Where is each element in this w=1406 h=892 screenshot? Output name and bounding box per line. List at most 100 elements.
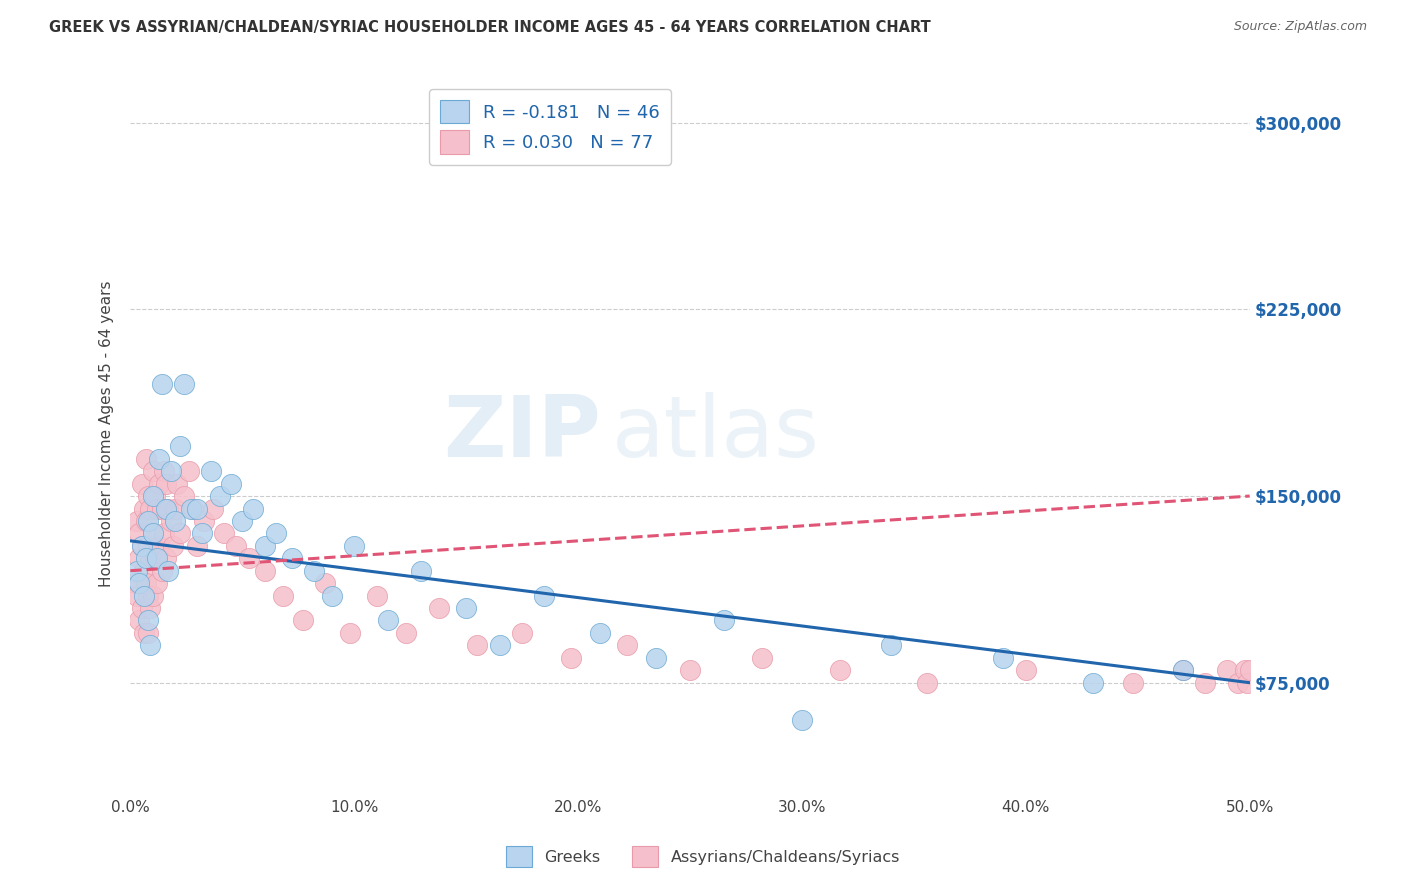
Point <box>231 514 253 528</box>
Point <box>143 489 166 503</box>
Point <box>366 589 388 603</box>
Point <box>131 539 153 553</box>
Point <box>128 551 150 566</box>
Point <box>136 626 159 640</box>
Point <box>128 576 150 591</box>
Point <box>713 614 735 628</box>
Point <box>132 626 155 640</box>
Y-axis label: Householder Income Ages 45 - 64 years: Householder Income Ages 45 - 64 years <box>100 281 114 587</box>
Point <box>146 501 169 516</box>
Point <box>135 551 157 566</box>
Point <box>142 526 165 541</box>
Legend: Greeks, Assyrians/Chaldeans/Syriacs: Greeks, Assyrians/Chaldeans/Syriacs <box>499 840 907 873</box>
Point <box>465 639 488 653</box>
Point <box>645 650 668 665</box>
Point <box>181 501 204 516</box>
Point <box>314 576 336 591</box>
Point <box>166 476 188 491</box>
Point <box>169 526 191 541</box>
Point <box>917 675 939 690</box>
Point <box>177 464 200 478</box>
Point <box>139 551 162 566</box>
Point <box>124 576 146 591</box>
Point <box>159 464 181 478</box>
Point <box>1122 675 1144 690</box>
Point <box>173 489 195 503</box>
Point <box>377 614 399 628</box>
Point <box>751 650 773 665</box>
Point <box>139 501 162 516</box>
Point <box>1239 663 1261 677</box>
Point <box>142 464 165 478</box>
Point <box>146 576 169 591</box>
Point <box>159 514 181 528</box>
Point <box>143 551 166 566</box>
Point <box>302 564 325 578</box>
Point <box>1236 675 1258 690</box>
Point <box>131 601 153 615</box>
Point <box>150 564 173 578</box>
Point <box>146 551 169 566</box>
Point <box>560 650 582 665</box>
Point <box>191 526 214 541</box>
Point <box>880 639 903 653</box>
Point <box>828 663 851 677</box>
Point <box>132 589 155 603</box>
Point <box>993 650 1015 665</box>
Point <box>135 514 157 528</box>
Point <box>790 713 813 727</box>
Point <box>242 501 264 516</box>
Point <box>488 639 510 653</box>
Text: Source: ZipAtlas.com: Source: ZipAtlas.com <box>1233 20 1367 33</box>
Point <box>139 601 162 615</box>
Point <box>136 614 159 628</box>
Point <box>280 551 302 566</box>
Point <box>679 663 702 677</box>
Point <box>343 539 366 553</box>
Point <box>136 539 159 553</box>
Point <box>202 501 225 516</box>
Point <box>150 501 173 516</box>
Point <box>510 626 533 640</box>
Point <box>589 626 612 640</box>
Point <box>148 476 170 491</box>
Point <box>125 589 148 603</box>
Point <box>142 526 165 541</box>
Point <box>291 614 314 628</box>
Point <box>139 639 162 653</box>
Point <box>131 476 153 491</box>
Point <box>395 626 418 640</box>
Point <box>214 526 236 541</box>
Point <box>1227 675 1250 690</box>
Point <box>253 539 276 553</box>
Point <box>533 589 555 603</box>
Text: ZIP: ZIP <box>443 392 600 475</box>
Point <box>456 601 478 615</box>
Point <box>411 564 433 578</box>
Point <box>200 464 222 478</box>
Point <box>339 626 361 640</box>
Point <box>225 539 247 553</box>
Point <box>125 564 148 578</box>
Point <box>162 539 184 553</box>
Point <box>186 539 208 553</box>
Point <box>186 501 208 516</box>
Point <box>142 489 165 503</box>
Point <box>180 501 202 516</box>
Point <box>219 476 242 491</box>
Point <box>157 564 180 578</box>
Legend: R = -0.181   N = 46, R = 0.030   N = 77: R = -0.181 N = 46, R = 0.030 N = 77 <box>429 89 671 164</box>
Point <box>1171 663 1194 677</box>
Point <box>148 451 170 466</box>
Point <box>155 476 177 491</box>
Point <box>136 589 159 603</box>
Point <box>136 514 159 528</box>
Point <box>165 514 187 528</box>
Point <box>136 489 159 503</box>
Point <box>1234 663 1257 677</box>
Point <box>1081 675 1104 690</box>
Point <box>264 526 287 541</box>
Point <box>128 526 150 541</box>
Point <box>1194 675 1216 690</box>
Point <box>271 589 294 603</box>
